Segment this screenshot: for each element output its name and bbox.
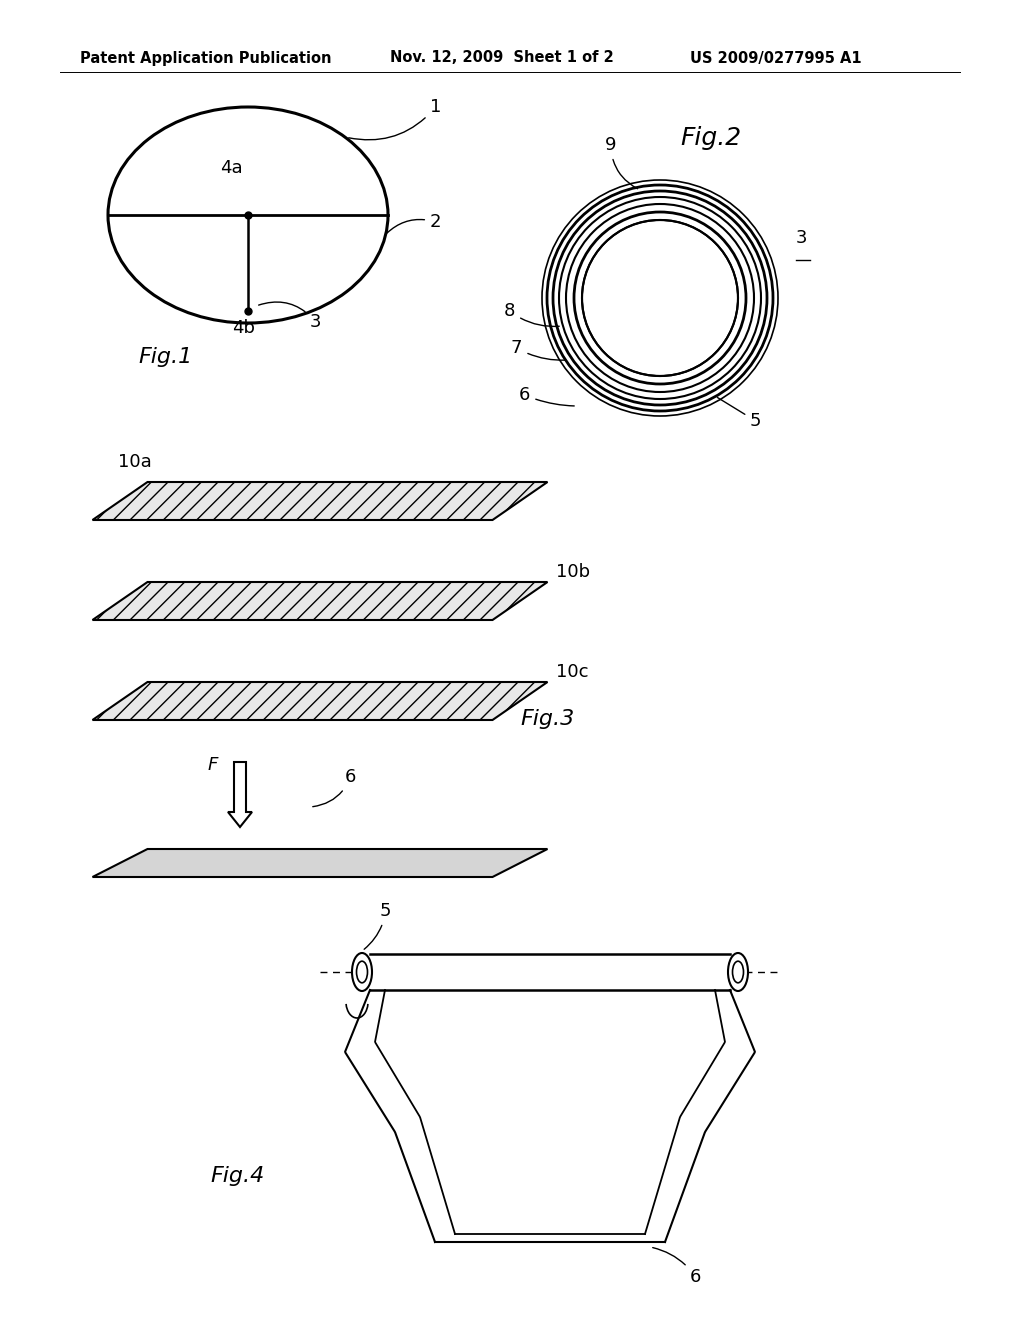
Text: Nov. 12, 2009  Sheet 1 of 2: Nov. 12, 2009 Sheet 1 of 2 (390, 50, 613, 66)
Ellipse shape (356, 961, 368, 983)
Ellipse shape (728, 953, 748, 991)
Text: Fig.1: Fig.1 (138, 347, 193, 367)
Polygon shape (92, 582, 548, 620)
Text: 4b: 4b (232, 319, 255, 337)
Text: 2: 2 (387, 213, 441, 234)
Text: US 2009/0277995 A1: US 2009/0277995 A1 (690, 50, 861, 66)
Text: 9: 9 (605, 136, 638, 189)
Text: Fig.3: Fig.3 (520, 709, 574, 729)
Text: Patent Application Publication: Patent Application Publication (80, 50, 332, 66)
Text: 6: 6 (519, 385, 574, 407)
Polygon shape (92, 482, 548, 520)
Polygon shape (228, 762, 252, 828)
Ellipse shape (732, 961, 743, 983)
Polygon shape (92, 682, 548, 719)
Text: 10b: 10b (555, 564, 590, 581)
Text: Fig.2: Fig.2 (680, 125, 741, 150)
Text: 7: 7 (511, 339, 565, 360)
Text: 3: 3 (259, 302, 322, 331)
Text: 6: 6 (312, 768, 356, 807)
Text: F: F (208, 756, 218, 774)
Text: 10a: 10a (118, 453, 152, 471)
Polygon shape (92, 849, 548, 876)
Text: 5: 5 (718, 397, 762, 430)
Text: 1: 1 (349, 98, 441, 140)
Ellipse shape (583, 220, 737, 375)
Text: 10c: 10c (555, 663, 588, 681)
Text: 8: 8 (504, 302, 559, 326)
Text: 6: 6 (652, 1247, 701, 1286)
Ellipse shape (352, 953, 372, 991)
Text: 3: 3 (796, 228, 808, 247)
Text: 5: 5 (365, 902, 391, 949)
Text: 4a: 4a (220, 158, 243, 177)
Text: Fig.4: Fig.4 (210, 1166, 264, 1185)
